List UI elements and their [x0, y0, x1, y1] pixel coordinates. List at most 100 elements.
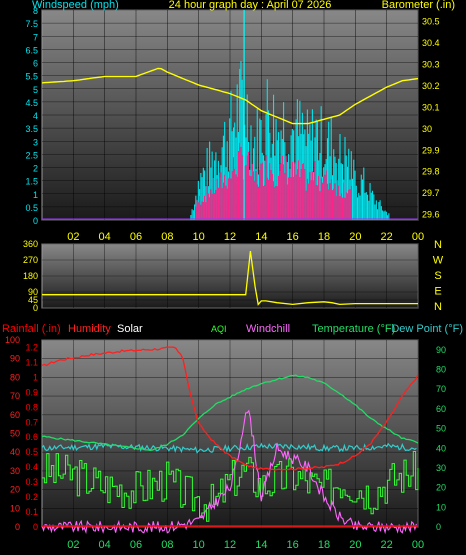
direction-y-tick: 0	[33, 303, 38, 313]
temp-x-tick: 20	[349, 539, 361, 551]
temp-y-tick: 30	[436, 463, 446, 473]
humidity-y-tick: 90	[10, 354, 20, 364]
humidity-y-tick: 100	[5, 335, 20, 345]
humidity-y-tick: 30	[10, 466, 20, 476]
wind-y-tick: 4	[33, 111, 38, 121]
wind-axis-label: Windspeed (mph)	[32, 0, 119, 11]
dewpoint-line	[41, 442, 417, 454]
temp-x-tick: 16	[287, 539, 299, 551]
wind-y-tick: 3	[33, 137, 38, 147]
legend-windchill: Windchill	[246, 323, 290, 335]
temp-x-tick: 04	[99, 539, 111, 551]
compass-label: W	[433, 255, 444, 267]
wind-y-tick: 6	[33, 59, 38, 69]
rain-y-tick: 1	[33, 372, 38, 382]
rain-y-tick: 0.8	[25, 402, 38, 412]
humidity-line	[41, 346, 419, 471]
rain-y-tick: 0.1	[25, 507, 38, 517]
wind-x-tick: 22	[381, 231, 393, 243]
temperature-line	[41, 374, 419, 451]
temp-y-tick: 0	[436, 522, 441, 532]
rain-y-tick: 0	[33, 522, 38, 532]
legend-dewpoint: Dew Point (°F)	[391, 323, 463, 335]
rain-y-tick: 0.9	[25, 387, 38, 397]
baro-y-tick: 29.8	[422, 167, 440, 177]
baro-y-tick: 29.7	[422, 188, 440, 198]
wind-x-tick: 04	[99, 231, 111, 243]
compass-label: N	[434, 239, 442, 251]
rain-y-tick: 0.3	[25, 477, 38, 487]
wind-y-tick: 8	[33, 6, 38, 16]
rain-y-tick: 0.2	[25, 492, 38, 502]
wind-y-tick: 2.5	[25, 150, 38, 160]
humidity-y-tick: 40	[10, 447, 20, 457]
temp-x-tick: 22	[381, 539, 393, 551]
wind-x-tick: 06	[130, 231, 142, 243]
baro-y-tick: 30	[422, 124, 432, 134]
baro-y-tick: 30.2	[422, 81, 440, 91]
baro-y-tick: 29.6	[422, 210, 440, 220]
direction-y-tick: 180	[23, 271, 38, 281]
wind-y-tick: 5	[33, 85, 38, 95]
compass-label: N	[434, 301, 442, 313]
wind-y-tick: 4.5	[25, 98, 38, 108]
wind-y-tick: 7.5	[25, 19, 38, 29]
direction-y-tick: 45	[28, 295, 38, 305]
humidity-y-tick: 80	[10, 372, 20, 382]
temp-x-tick: 08	[161, 539, 173, 551]
wind-x-tick: 02	[67, 231, 79, 243]
humidity-y-tick: 20	[10, 485, 20, 495]
wind-y-tick: 7	[33, 32, 38, 42]
wind-y-tick: 5.5	[25, 72, 38, 82]
temp-y-tick: 80	[436, 365, 446, 375]
humidity-y-tick: 60	[10, 410, 20, 420]
rain-y-tick: 0.6	[25, 432, 38, 442]
temp-y-tick: 10	[436, 502, 446, 512]
barometer-line	[41, 67, 419, 125]
wind-x-tick: 16	[287, 231, 299, 243]
humidity-y-tick: 0	[15, 522, 20, 532]
baro-axis-label: Barometer (.in)	[382, 0, 455, 11]
wind-y-tick: 6.5	[25, 45, 38, 55]
direction-y-tick: 270	[23, 255, 38, 265]
temp-y-tick: 70	[436, 384, 446, 394]
wind-direction-line	[42, 251, 418, 306]
temp-x-tick: 10	[193, 539, 205, 551]
legend-temperature: Temperature (°F)	[312, 323, 395, 335]
wind-x-tick: 08	[161, 231, 173, 243]
temp-x-tick: 14	[255, 539, 267, 551]
compass-label: S	[434, 270, 441, 282]
wind-x-tick: 12	[224, 231, 236, 243]
wind-x-tick: 14	[255, 231, 267, 243]
baro-y-tick: 30.4	[422, 38, 440, 48]
baro-y-tick: 30.5	[422, 17, 440, 27]
baro-y-tick: 29.9	[422, 145, 440, 155]
wind-x-tick: 20	[349, 231, 361, 243]
wind-y-tick: 2	[33, 164, 38, 174]
temp-x-tick: 06	[130, 539, 142, 551]
legend-humidity: Humidity	[68, 323, 111, 335]
baro-y-tick: 30.1	[422, 102, 440, 112]
rain-y-tick: 1.1	[25, 357, 38, 367]
wind-y-tick: 1	[33, 190, 38, 200]
temp-x-tick: 12	[224, 539, 236, 551]
wind-x-tick: 10	[193, 231, 205, 243]
legend-rainfall: Rainfall (.in)	[2, 323, 61, 335]
legend-aqi: AQI	[211, 324, 227, 334]
temp-x-tick: 18	[318, 539, 330, 551]
temp-y-tick: 50	[436, 424, 446, 434]
rain-y-tick: 0.7	[25, 417, 38, 427]
rain-y-tick: 0.5	[25, 447, 38, 457]
temp-x-tick: 00	[412, 539, 424, 551]
compass-label: E	[434, 286, 441, 298]
temp-y-tick: 20	[436, 483, 446, 493]
temp-y-tick: 60	[436, 404, 446, 414]
wind-x-tick: 00	[412, 231, 424, 243]
temp-y-tick: 40	[436, 443, 446, 453]
humidity-y-tick: 70	[10, 391, 20, 401]
rain-y-tick: 0.4	[25, 462, 38, 472]
wind-y-tick: 3.5	[25, 124, 38, 134]
wind-y-tick: 0.5	[25, 203, 38, 213]
humidity-y-tick: 50	[10, 429, 20, 439]
